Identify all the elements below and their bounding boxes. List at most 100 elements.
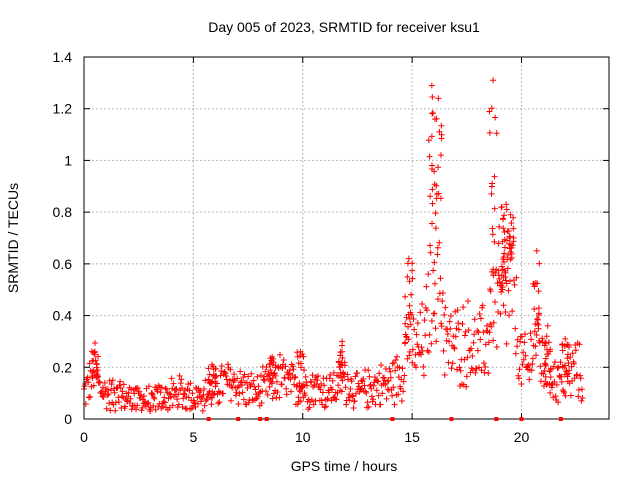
data-point: [500, 225, 507, 232]
data-point: [168, 375, 175, 382]
data-point: [558, 373, 565, 380]
data-point: [179, 385, 185, 392]
data-point: [498, 263, 505, 270]
data-point: [434, 251, 441, 258]
data-point: [426, 153, 433, 160]
data-point: [392, 356, 399, 363]
data-point: [536, 339, 543, 346]
data-point: [324, 395, 331, 402]
data-point: [516, 366, 523, 373]
data-point: [144, 400, 151, 407]
data-point: [425, 271, 432, 278]
data-point: [487, 286, 494, 293]
data-point: [255, 383, 262, 390]
data-point: [147, 408, 154, 415]
data-point: [365, 367, 372, 374]
data-point: [274, 389, 281, 396]
data-point: [393, 353, 400, 360]
data-point: [107, 387, 114, 394]
data-point: [542, 361, 549, 368]
data-point: [432, 225, 439, 232]
data-point: [543, 333, 550, 340]
data-point: [508, 220, 515, 227]
axis-marker: [558, 417, 563, 421]
data-point: [288, 388, 295, 395]
data-point: [186, 387, 193, 394]
data-point: [488, 323, 495, 330]
data-point: [241, 371, 248, 378]
data-point: [446, 318, 453, 325]
data-point: [569, 350, 576, 357]
data-point: [534, 316, 541, 323]
data-point: [555, 399, 562, 406]
data-point: [152, 406, 159, 413]
data-point: [492, 114, 499, 121]
data-point: [517, 338, 524, 345]
data-point: [321, 382, 328, 389]
data-point: [314, 373, 321, 380]
data-point: [387, 374, 394, 381]
data-point: [286, 370, 293, 377]
data-point: [354, 370, 361, 377]
data-point: [258, 372, 265, 379]
data-point: [215, 388, 222, 395]
data-point: [542, 355, 549, 362]
data-point: [322, 403, 329, 410]
data-point: [491, 238, 498, 245]
data-point: [459, 320, 466, 327]
data-point: [503, 206, 510, 213]
data-point: [499, 238, 506, 245]
data-point: [524, 363, 531, 370]
data-point: [329, 377, 336, 384]
data-point: [300, 367, 307, 374]
data-point: [156, 400, 163, 407]
data-point: [485, 339, 492, 346]
data-point: [160, 403, 167, 410]
x-tick-label: 20: [514, 429, 530, 445]
data-point: [444, 330, 451, 337]
y-tick-label: 1: [64, 152, 72, 168]
y-tick-label: 1.4: [53, 49, 73, 65]
data-point: [148, 390, 155, 397]
data-point: [262, 368, 269, 375]
data-point: [216, 399, 223, 406]
data-point: [206, 371, 213, 378]
data-point: [134, 385, 141, 392]
data-point: [221, 369, 228, 376]
data-point: [578, 397, 585, 404]
data-point: [515, 372, 522, 379]
data-point: [519, 361, 526, 368]
data-point: [428, 133, 435, 140]
data-point: [491, 205, 498, 212]
data-point: [294, 401, 301, 408]
data-point: [414, 320, 421, 327]
data-point: [433, 115, 440, 122]
data-point: [488, 268, 495, 275]
data-point: [513, 274, 520, 281]
data-point: [342, 384, 349, 391]
data-point: [439, 290, 446, 297]
data-point: [509, 242, 516, 249]
data-point: [390, 360, 397, 367]
data-point: [180, 395, 187, 402]
data-point: [260, 376, 267, 383]
data-point: [500, 259, 507, 265]
data-point: [263, 363, 270, 370]
data-point: [266, 361, 273, 368]
data-point: [101, 379, 108, 386]
data-point: [558, 378, 565, 385]
data-point: [335, 373, 342, 380]
data-point: [206, 379, 213, 386]
data-point: [134, 402, 141, 409]
data-point: [421, 317, 428, 324]
data-point: [521, 339, 528, 346]
data-point: [468, 345, 475, 352]
data-point: [264, 391, 271, 398]
data-point: [300, 353, 307, 360]
data-point: [205, 376, 212, 383]
data-point: [541, 367, 548, 374]
data-point: [428, 340, 435, 347]
data-point: [491, 173, 498, 180]
data-point: [432, 325, 439, 332]
data-point: [197, 387, 204, 394]
